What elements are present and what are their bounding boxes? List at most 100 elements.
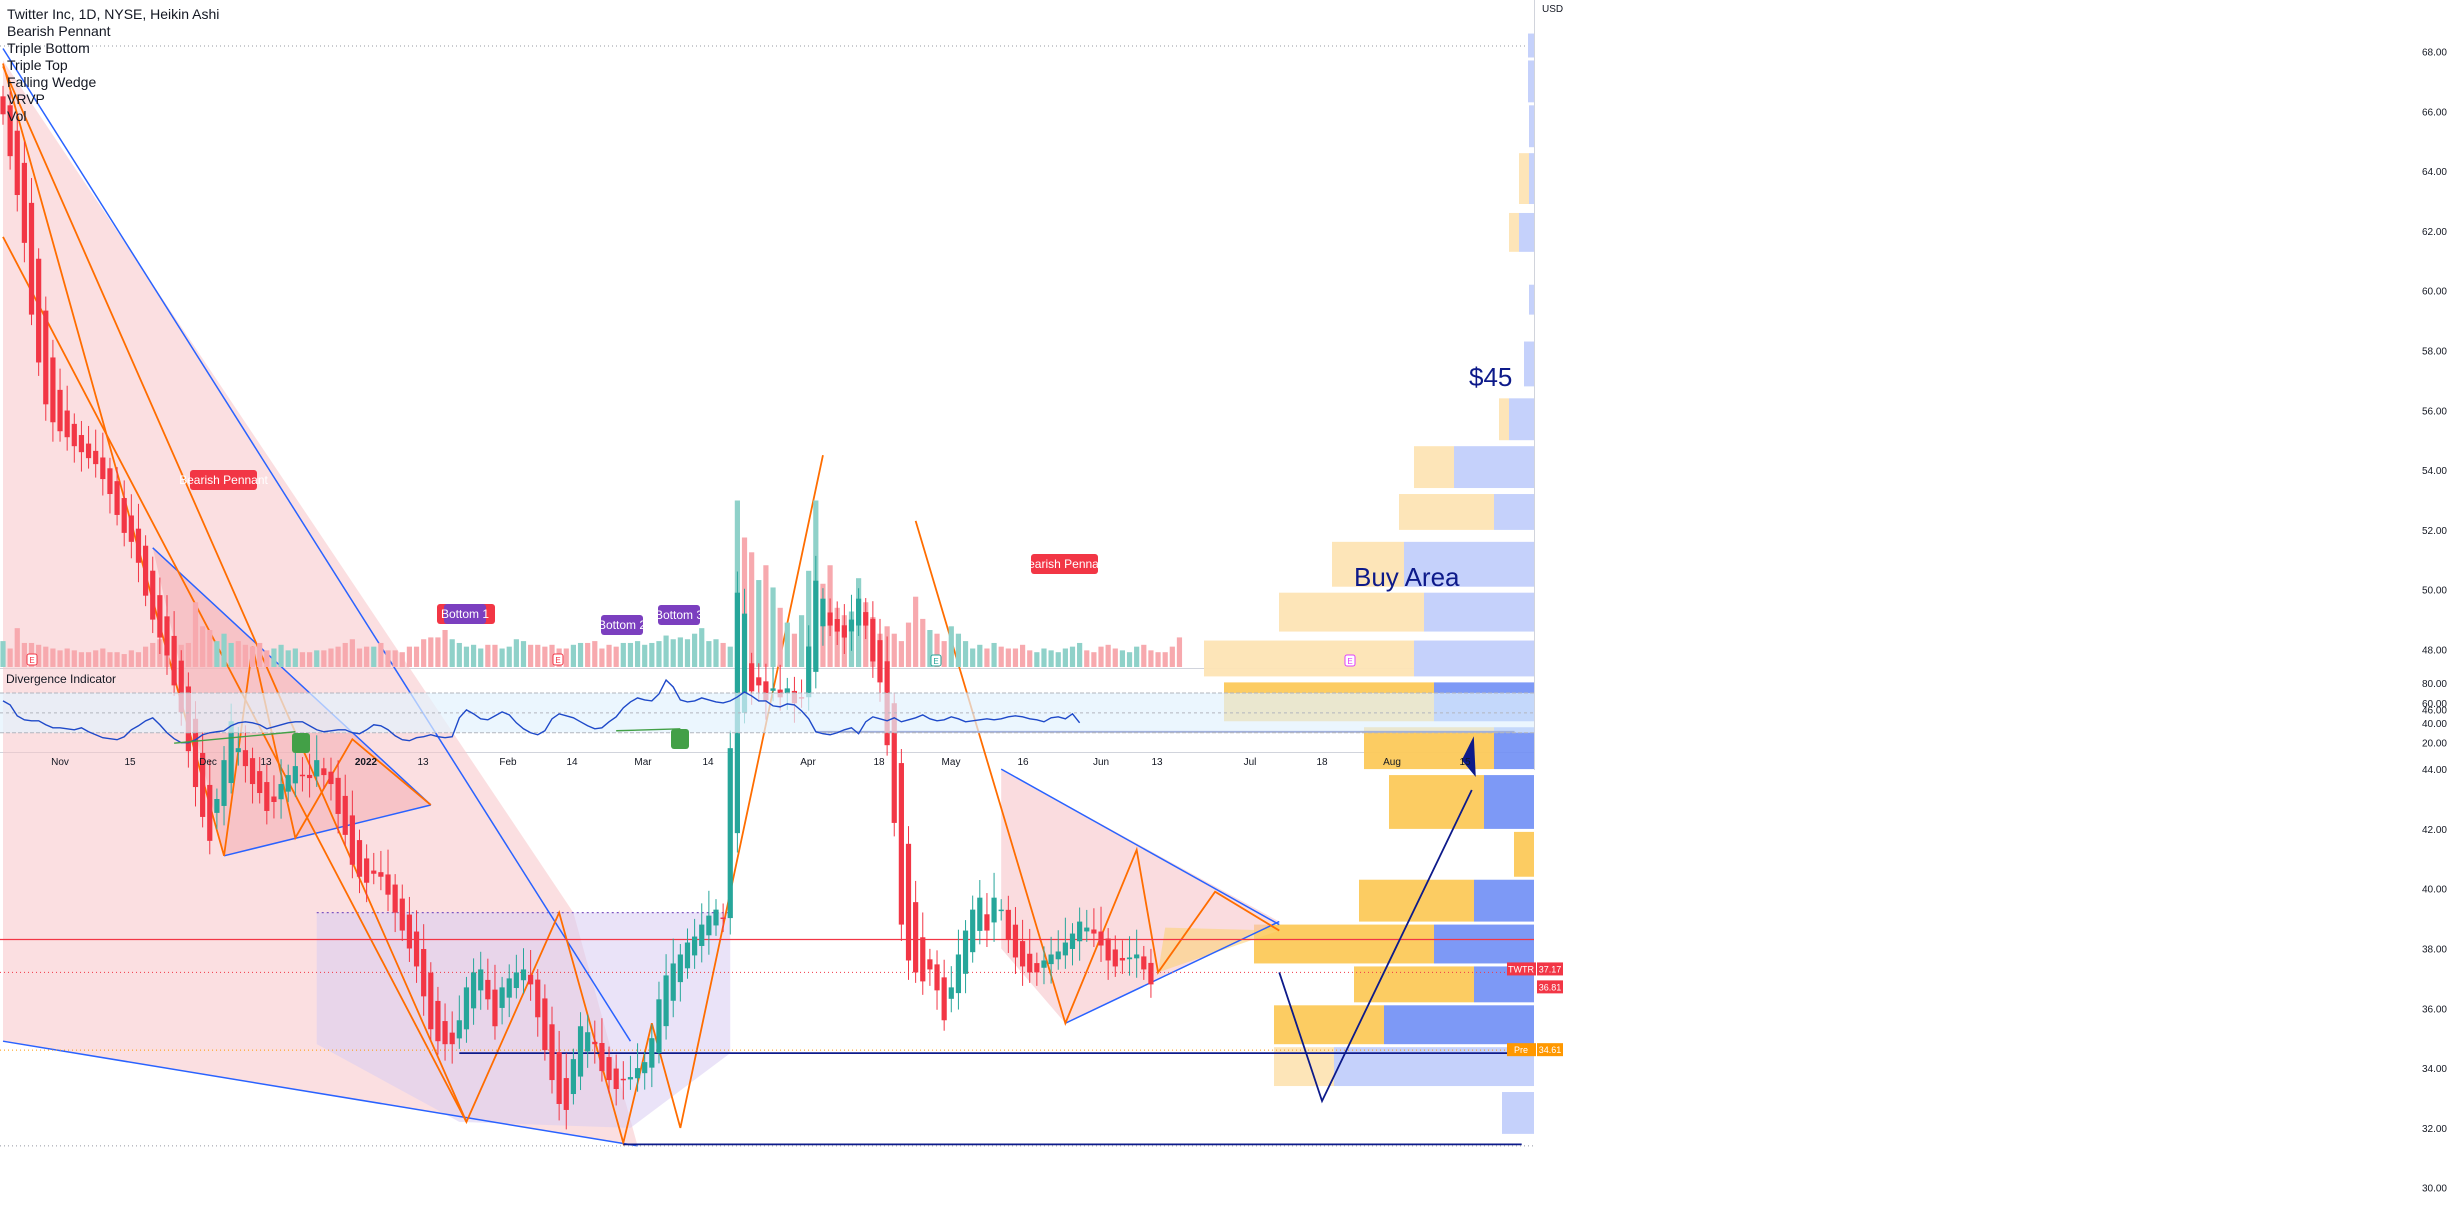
indicator-bearish-pennant[interactable]: Bearish Pennant: [7, 23, 111, 39]
indicator-vol[interactable]: Vol: [7, 108, 27, 124]
candle: [7, 91, 13, 170]
candle-body: [841, 625, 847, 638]
price-tick-label: 42.00: [2422, 825, 2447, 836]
candle: [677, 944, 683, 1002]
candle: [656, 981, 662, 1064]
candle-body: [157, 595, 163, 638]
candle: [50, 339, 56, 442]
volume-bar: [435, 637, 441, 667]
volume-bar: [14, 628, 20, 667]
candle-body: [535, 979, 541, 1018]
volume-bar: [798, 615, 805, 667]
candle: [421, 924, 427, 1016]
candle-body: [1126, 957, 1133, 960]
candle: [378, 850, 384, 891]
candle: [970, 895, 976, 963]
candle: [392, 874, 398, 933]
candle: [321, 757, 327, 789]
candle-body: [0, 96, 6, 115]
indicator-triple-bottom[interactable]: Triple Bottom: [7, 40, 90, 56]
volume-bar: [235, 641, 241, 667]
candle: [1098, 906, 1104, 962]
volume-bar: [656, 641, 662, 667]
candle: [1112, 935, 1118, 977]
candle: [314, 735, 320, 787]
vrvp-down-bar: [1359, 879, 1474, 922]
candle: [200, 731, 206, 828]
price-axis: USD70.0068.0066.0064.0062.0060.0058.0056…: [1542, 4, 2447, 1195]
indicator-triple-top[interactable]: Triple Top: [7, 57, 68, 73]
orange-pattern-line: [2, 236, 468, 1123]
candle-body: [856, 598, 862, 626]
candle-body: [492, 989, 498, 1027]
volume-bar: [85, 652, 92, 667]
volume-bar: [1162, 652, 1168, 667]
bearish-pennant-label-2-bg: [1031, 554, 1098, 574]
volume-bar: [43, 646, 49, 667]
candle-body: [435, 1000, 441, 1042]
bottom-2-label: Bottom 2: [598, 615, 646, 635]
candle: [1141, 945, 1147, 980]
candle-body: [50, 357, 56, 423]
volume-bar: [570, 644, 576, 667]
volume-bar: [506, 646, 512, 667]
vrvp-down-bar: [1254, 924, 1434, 964]
candle: [235, 726, 241, 766]
volume-bar: [599, 648, 605, 667]
candle-body: [663, 975, 669, 1027]
indicator-vrvp[interactable]: VRVP: [7, 91, 45, 107]
volume-bar: [349, 639, 355, 667]
time-tick-label: Aug: [1383, 757, 1401, 768]
candle: [413, 910, 420, 983]
vrvp-up-bar: [1494, 727, 1534, 770]
candle-body: [848, 619, 855, 632]
volume-bar: [1134, 646, 1140, 667]
volume-bar: [905, 622, 912, 667]
candle-body: [599, 1042, 605, 1072]
candle-body: [563, 1078, 569, 1110]
candle-body: [1048, 954, 1054, 965]
time-tick-label: 18: [1316, 757, 1328, 768]
candle: [1012, 907, 1019, 974]
earnings-marker: E: [930, 654, 942, 667]
volume-bar: [934, 633, 940, 667]
bull-divergence-line-1: [174, 731, 296, 744]
candle-body: [413, 931, 420, 967]
volume-bar: [499, 648, 505, 667]
candle-body: [820, 598, 826, 627]
vrvp-down-bar: [1399, 494, 1494, 530]
candle-body: [692, 936, 698, 956]
candle-body: [428, 972, 434, 1030]
candle: [135, 503, 142, 583]
candle: [727, 730, 733, 935]
candle-body: [863, 612, 869, 626]
volume-bar: [955, 633, 962, 667]
vrvp-up-bar: [1494, 494, 1534, 530]
chart-title[interactable]: Twitter Inc, 1D, NYSE, Heikin Ashi: [7, 6, 220, 22]
candle: [1019, 919, 1026, 986]
vrvp-up-bar: [1524, 341, 1534, 387]
price-tag-name-bg: [1507, 1043, 1536, 1057]
volume-bar: [1005, 648, 1011, 667]
volume-bar: [321, 650, 327, 667]
earnings-marker-box: [26, 653, 38, 666]
volume-bar: [314, 650, 320, 667]
candle: [663, 954, 669, 1040]
candle-body: [905, 843, 912, 961]
volume-bar: [592, 641, 598, 667]
candle-body: [741, 613, 748, 713]
bull-tag-1: [292, 733, 310, 753]
indicator-falling-wedge[interactable]: Falling Wedge: [7, 74, 97, 90]
volume-bar: [385, 650, 391, 667]
bottom-2-label-text: Bottom 2: [598, 618, 646, 632]
time-tick-label: 13: [417, 757, 429, 768]
candle: [299, 757, 306, 792]
candle: [271, 775, 277, 819]
candle-body: [7, 105, 13, 157]
candle: [28, 178, 35, 326]
volume-bar: [542, 646, 548, 667]
projection-path: [1278, 789, 1473, 1104]
candle-body: [670, 963, 676, 1001]
candle: [306, 753, 313, 798]
